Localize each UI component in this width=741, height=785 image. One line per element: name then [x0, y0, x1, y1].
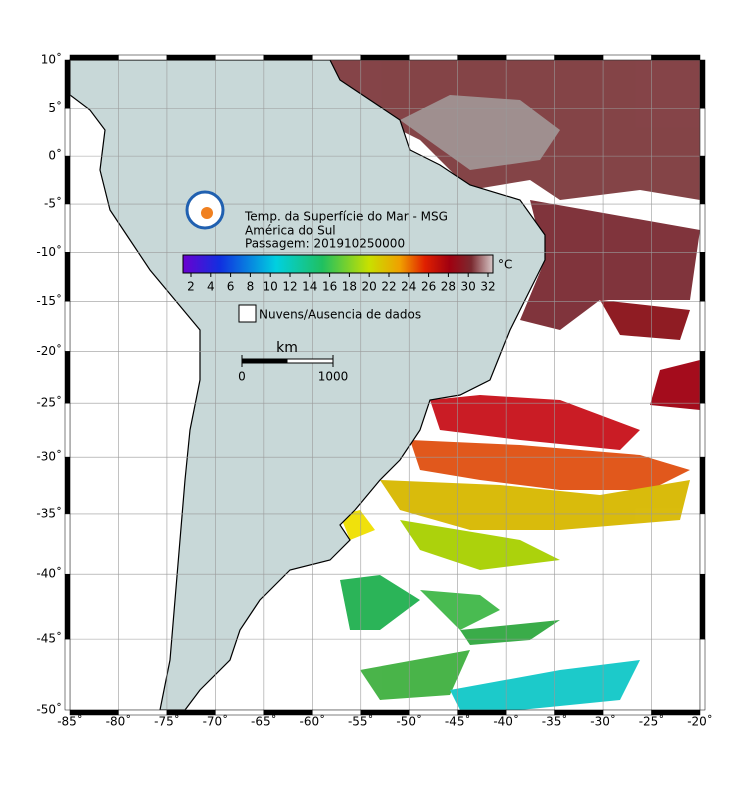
colorbar-tick-label: 12 [282, 280, 297, 294]
lon-tick-label: -35˚ [542, 714, 568, 729]
frame-segment [64, 351, 71, 404]
lon-tick-label: -60˚ [300, 714, 326, 729]
frame-segment [64, 638, 71, 711]
lon-tick-label: -25˚ [639, 714, 665, 729]
frame-segment [457, 54, 507, 61]
colorbar-tick-label: 26 [421, 280, 436, 294]
colorbar-tick-label: 32 [480, 280, 495, 294]
colorbar-tick-label: 24 [401, 280, 416, 294]
lon-tick-label: -50˚ [396, 714, 422, 729]
lat-tick-label: -20˚ [36, 343, 62, 358]
lat-tick-label: -5˚ [44, 196, 62, 211]
frame-segment [554, 54, 604, 61]
frame-segment [64, 301, 71, 352]
scalebar-unit: km [276, 340, 298, 356]
frame-segment [699, 203, 706, 253]
frame-segment [408, 54, 458, 61]
lat-tick-label: -30˚ [36, 449, 62, 464]
colorbar-tick-label: 4 [207, 280, 215, 294]
scalebar-bar [242, 359, 288, 363]
colorbar-tick-label: 28 [441, 280, 456, 294]
frame-segment [64, 513, 71, 575]
colorbar-tick-label: 2 [187, 280, 195, 294]
legend-label: Nuvens/Ausencia de dados [259, 308, 421, 322]
lon-tick-label: -45˚ [445, 714, 471, 729]
colorbar-tick-label: 6 [227, 280, 235, 294]
frame-segment [505, 54, 555, 61]
frame-segment [651, 709, 701, 716]
frame-segment [64, 252, 71, 302]
lon-tick-label: -70˚ [203, 714, 229, 729]
colorbar-tick-label: 8 [247, 280, 255, 294]
frame-segment [699, 301, 706, 352]
lat-tick-label: -10˚ [36, 244, 62, 259]
scalebar: 0 1000 [238, 355, 348, 384]
frame-segment [118, 54, 168, 61]
frame-segment [64, 573, 71, 640]
frame-segment [64, 402, 71, 458]
frame-segment [699, 402, 706, 458]
colorbar-tick-label: 20 [362, 280, 377, 294]
lat-tick-label: -50˚ [36, 702, 62, 717]
colorbar-unit: °C [498, 258, 512, 272]
lon-tick-label: -55˚ [348, 714, 374, 729]
frame-segment [602, 54, 652, 61]
lon-tick-label: -80˚ [106, 714, 132, 729]
lat-tick-label: -45˚ [36, 631, 62, 646]
frame-segment [64, 59, 71, 109]
frame-segment [69, 54, 119, 61]
frame-segment [699, 638, 706, 711]
frame-segment [699, 456, 706, 515]
colorbar-tick-label: 10 [263, 280, 278, 294]
frame-segment [651, 54, 701, 61]
frame-segment [64, 108, 71, 157]
frame-segment [699, 59, 706, 109]
lat-tick-label: -15˚ [36, 293, 62, 308]
scalebar-tick-label: 1000 [318, 370, 349, 384]
frame-segment [699, 351, 706, 404]
title-line: Temp. da Superfície do Mar - MSG [244, 210, 448, 224]
lat-tick-label: -25˚ [36, 395, 62, 410]
frame-segment [360, 54, 410, 61]
legend-swatch [238, 304, 257, 323]
lat-tick-label: 5˚ [48, 100, 62, 115]
frame-segment [699, 252, 706, 302]
frame-segment [64, 155, 71, 205]
lon-tick-label: -30˚ [590, 714, 616, 729]
frame-segment [64, 456, 71, 515]
logo [185, 190, 225, 230]
frame-segment [699, 573, 706, 640]
colorbar-tick-label: 16 [322, 280, 337, 294]
frame-segment [166, 54, 216, 61]
title-line: América do Sul [245, 224, 336, 238]
lon-tick-label: -20˚ [687, 714, 713, 729]
lon-tick-label: -40˚ [493, 714, 519, 729]
colorbar-tick-label: 22 [381, 280, 396, 294]
colorbar-tick-label: 18 [342, 280, 357, 294]
lat-tick-label: -35˚ [36, 505, 62, 520]
scalebar-tick-label: 0 [238, 370, 246, 384]
colorbar-ticks: 2 4 6 8 10 12 14 16 18 20 22 24 26 28 30 32 [187, 273, 496, 294]
lat-tick-label: -40˚ [36, 566, 62, 581]
title-line: Passagem: 201910250000 [245, 237, 405, 251]
frame-segment [263, 54, 313, 61]
lat-tick-label: 10˚ [41, 52, 62, 67]
frame-segment [64, 203, 71, 253]
frame-segment [699, 108, 706, 157]
lon-tick-label: -65˚ [251, 714, 277, 729]
colorbar-tick-label: 14 [302, 280, 317, 294]
lon-tick-label: -85˚ [57, 714, 83, 729]
frame-segment [215, 54, 265, 61]
frame [64, 54, 706, 716]
colorbar-tick-label: 30 [461, 280, 476, 294]
frame-segment [312, 54, 362, 61]
frame-segment [699, 513, 706, 575]
lat-tick-label: 0˚ [48, 148, 62, 163]
colorbar [182, 254, 494, 274]
lon-tick-label: -75˚ [154, 714, 180, 729]
frame-segment [699, 155, 706, 205]
